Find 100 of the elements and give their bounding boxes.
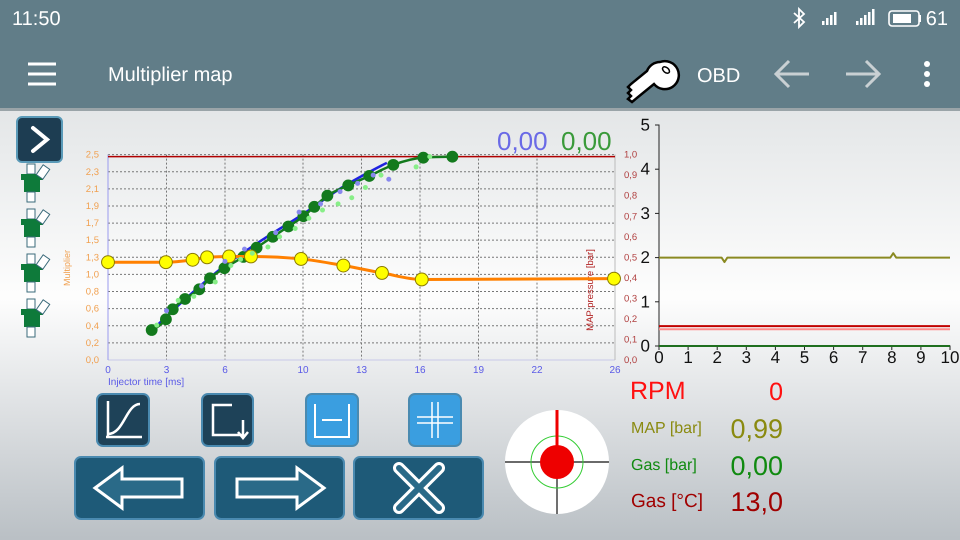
y-tick-label: 1,0 <box>86 269 99 280</box>
y-tick-label: 2,5 <box>86 150 99 161</box>
point <box>321 190 334 202</box>
point <box>355 180 360 186</box>
point <box>292 226 298 232</box>
y-tick-label: 2,3 <box>86 166 99 178</box>
text: 0,99 <box>730 414 783 444</box>
point <box>386 176 392 182</box>
y-tick-label: 1,5 <box>86 235 99 246</box>
y2-tick-label: 0,7 <box>624 211 638 222</box>
point <box>414 164 419 170</box>
y-tick-label: 5 <box>640 115 650 134</box>
point <box>250 250 255 256</box>
x-tick-label: 0 <box>105 365 112 376</box>
y-tick-label: 1,3 <box>86 252 99 264</box>
y-tick-label: 1,7 <box>86 218 99 230</box>
point <box>273 230 278 236</box>
y2-tick-label: 1,0 <box>624 150 638 161</box>
x-tick-label: 10 <box>940 348 960 368</box>
point <box>349 195 354 200</box>
y-tick-label: 0,0 <box>86 355 99 366</box>
point <box>160 313 172 326</box>
point <box>154 322 160 328</box>
x-tick-label: 9 <box>916 348 926 368</box>
x-tick-label: 0 <box>654 348 664 368</box>
y2-tick-label: 0,5 <box>624 252 638 264</box>
point <box>179 293 191 305</box>
x-tick-label: 16 <box>414 365 426 376</box>
point <box>308 200 320 213</box>
point <box>362 184 368 190</box>
point <box>342 180 354 192</box>
annotation: 0,00 <box>497 126 548 156</box>
y2-tick-label: 0,3 <box>624 293 638 304</box>
y2-tick-label: 0,0 <box>624 355 638 366</box>
point <box>204 272 216 284</box>
y2-tick-label: 0,9 <box>624 170 638 182</box>
x-tick-label: 7 <box>858 348 868 368</box>
text: RPM <box>630 377 686 405</box>
y2-tick-label: 0,6 <box>624 232 638 243</box>
point <box>277 234 282 240</box>
y-tick-label: 2 <box>640 248 650 268</box>
x-tick-label: 6 <box>828 348 838 368</box>
point <box>318 201 324 206</box>
point <box>218 262 230 274</box>
x-tick-label: 8 <box>887 348 897 368</box>
y-tick-label: 1 <box>640 292 650 312</box>
point <box>222 258 228 264</box>
point <box>146 324 158 336</box>
text: MAP [bar] <box>631 420 702 437</box>
point <box>306 216 312 221</box>
y-tick-label: 0,2 <box>86 338 99 349</box>
x-tick-label: 2 <box>712 348 722 368</box>
point <box>228 263 234 268</box>
x-tick-label: 5 <box>800 348 810 368</box>
y-tick-label: 2,1 <box>86 184 99 195</box>
point <box>320 208 325 213</box>
text: 61 <box>926 8 948 30</box>
y2-tick-label: 0,8 <box>624 190 638 202</box>
y-tick-label: 4 <box>640 160 650 179</box>
point <box>242 246 247 252</box>
point <box>387 158 400 171</box>
y-tick-label: 3 <box>640 204 650 223</box>
y2-tick-label: 0,2 <box>624 314 638 325</box>
x-tick-label: 4 <box>770 348 780 368</box>
point <box>166 303 179 316</box>
x-tick-label: 3 <box>164 365 170 376</box>
text: 13,0 <box>730 487 783 517</box>
x-tick-label: 3 <box>742 348 752 368</box>
x-tick-label: 26 <box>609 365 621 376</box>
point <box>370 172 376 178</box>
point <box>199 284 204 289</box>
y-tick-label: 1,9 <box>86 200 99 212</box>
text: 0,00 <box>730 451 783 481</box>
point <box>427 154 432 160</box>
point <box>265 244 270 250</box>
text: 11:50 <box>12 8 61 30</box>
point <box>336 201 341 206</box>
y2-tick-label: 0,1 <box>624 334 638 346</box>
x-tick-label: 6 <box>222 365 228 376</box>
point <box>296 210 302 215</box>
y-tick-label: 0,6 <box>86 304 99 315</box>
y2-tick-label: 0,4 <box>624 272 638 284</box>
y-tick-label: 0 <box>640 336 650 356</box>
point <box>164 308 169 314</box>
point <box>191 294 196 299</box>
point <box>446 150 458 163</box>
y-tick-label: 0,8 <box>86 286 99 298</box>
x-tick-label: 1 <box>683 348 693 368</box>
point <box>378 172 384 178</box>
x-tick-label: 19 <box>472 365 484 376</box>
y2-axis-title: MAP pressure [bar] <box>585 249 596 331</box>
chart-title: Multiplier map <box>108 64 232 86</box>
y-tick-label: 0,4 <box>86 320 99 332</box>
point <box>417 152 430 164</box>
point <box>176 298 181 303</box>
x-axis-title: Injector time [ms] <box>108 377 184 388</box>
text: OBD <box>697 65 740 87</box>
x-tick-label: 13 <box>356 365 368 376</box>
text: Gas [°C] <box>631 491 704 512</box>
text: Gas [bar] <box>631 457 697 474</box>
